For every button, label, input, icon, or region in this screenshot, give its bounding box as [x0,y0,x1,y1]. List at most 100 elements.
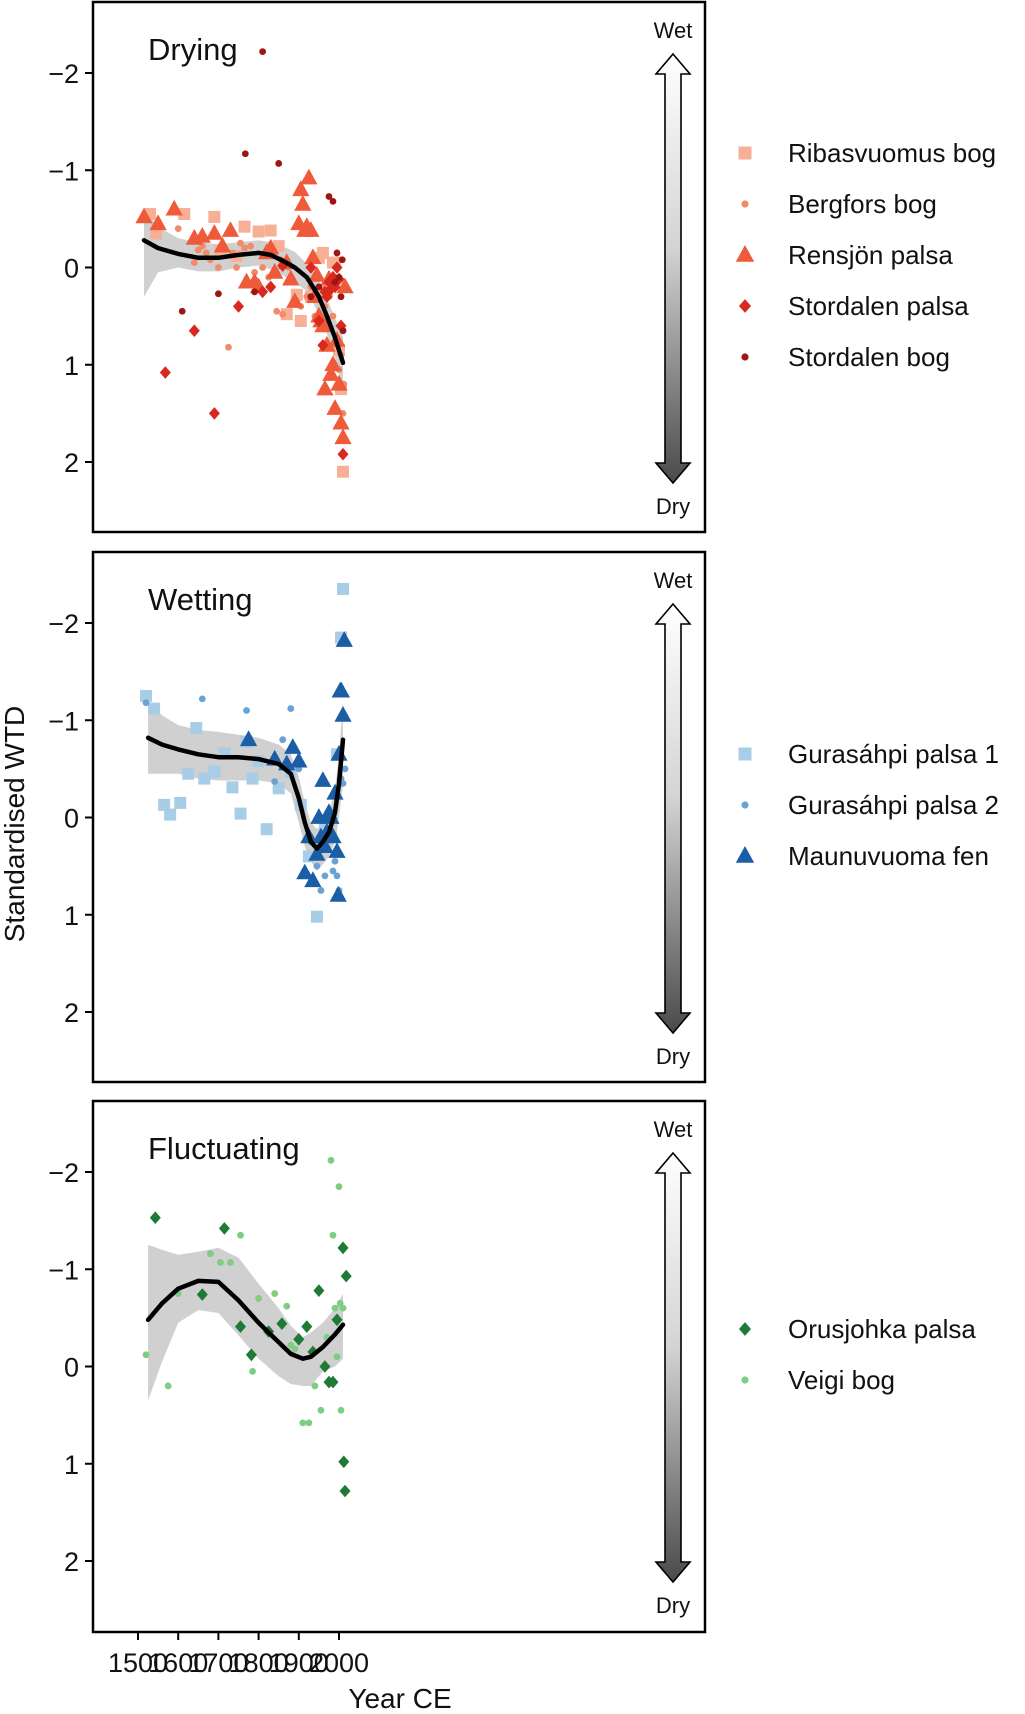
legend-marker [739,1322,751,1336]
data-point [279,310,287,318]
legend-marker [735,846,755,863]
legend-item: Rensjön palsa [735,240,953,270]
legend-label: Stordalen palsa [788,291,969,321]
data-point [322,365,340,381]
data-point [259,264,267,271]
arrow-label-wet: Wet [654,1117,693,1142]
data-point [322,808,340,824]
data-point [333,1353,341,1361]
data-point [227,1259,234,1266]
legend-item: Gurasáhpi palsa 1 [738,739,999,769]
data-point [337,1406,345,1414]
data-point [284,738,302,754]
data-point [311,1382,319,1390]
x-tick-label: 1600 [148,1648,208,1678]
y-tick-label: 0 [64,804,79,834]
data-point [337,293,345,301]
data-point [217,1259,224,1266]
data-point [273,307,281,315]
data-point [302,221,320,237]
panel-fluctuating: −2 −1 0 1 2 Fluctuating Wet Dry Orusjohka palsa V… [48,1099,976,1634]
trend-line [145,735,346,851]
legend-marker [741,1376,749,1384]
data-point [135,207,153,224]
data-point [331,1304,339,1312]
data-point [182,767,195,780]
data-point [275,160,283,167]
data-point [237,1231,244,1239]
data-point [304,248,322,265]
series-stordalen-palsa [159,259,349,461]
data-point [264,224,277,237]
data-point [301,1320,313,1333]
data-point [188,324,200,337]
x-tick-label: 1500 [108,1648,168,1678]
data-point [332,413,350,430]
data-point [316,379,334,396]
data-point [329,280,341,294]
data-point [310,808,328,824]
legend: Gurasáhpi palsa 1 Gurasáhpi palsa 2 Maunuv… [735,739,999,871]
data-point [313,1284,325,1297]
legend-label: Orusjohka palsa [788,1314,976,1344]
data-point [190,259,198,267]
data-point [196,1288,208,1301]
data-point [334,428,352,445]
arrow-label-dry: Dry [656,1593,690,1618]
data-point [272,782,285,795]
data-point [282,269,300,286]
data-point [276,1317,288,1330]
trend-line [145,1278,346,1361]
series-stordalen-bog [178,48,347,335]
data-point [300,168,318,185]
legend-marker [739,299,751,313]
legend: Ribasvuomus bog Bergfors bog Rensjön palsa… [735,138,996,372]
data-point [271,1290,279,1297]
data-point [221,221,240,237]
legend-label: Bergfors bog [788,189,937,219]
data-point [159,366,171,379]
legend-label: Veigi bog [788,1365,895,1395]
wet-dry-arrow: Wet Dry [654,568,693,1069]
data-point [331,261,343,274]
data-point [149,214,167,231]
arrow-label-dry: Dry [656,1044,690,1069]
legend-item: Gurasáhpi palsa 2 [741,790,999,820]
y-tick-label: −1 [48,1255,79,1285]
panel-drying: −2 −1 0 1 2 Drying Wet Dry Ribasvuomus bog Bergfo… [48,0,996,534]
legend-marker [741,353,749,361]
x-tick-label: 1900 [269,1648,329,1678]
data-point [331,278,339,286]
legend-marker [741,801,749,809]
data-point [255,1295,262,1302]
y-tick-label: 1 [64,901,79,931]
confidence-band [144,209,343,390]
data-point [317,339,329,352]
data-point [326,399,344,415]
data-point [335,1183,343,1190]
data-point [257,285,269,299]
data-point [190,722,203,735]
data-point [279,736,287,744]
data-point [206,1250,214,1258]
confidence-band [148,700,343,871]
data-point [241,150,249,158]
legend-label: Rensjön palsa [788,240,953,270]
y-tick-label: 1 [64,1450,79,1480]
y-tick-label: 0 [64,254,79,284]
data-point [283,1302,291,1310]
data-point [140,689,153,702]
wet-dry-arrow: Wet Dry [654,18,693,519]
data-point [304,871,322,888]
data-point [252,225,265,238]
data-point [327,270,339,284]
series-veigi-bog [142,1156,347,1427]
x-tick-label: 1800 [229,1648,289,1678]
data-point [294,314,307,327]
data-point [305,261,317,274]
data-point [158,798,171,811]
data-point [293,1332,305,1346]
y-tick-label: −1 [48,156,79,186]
data-point [241,244,248,252]
